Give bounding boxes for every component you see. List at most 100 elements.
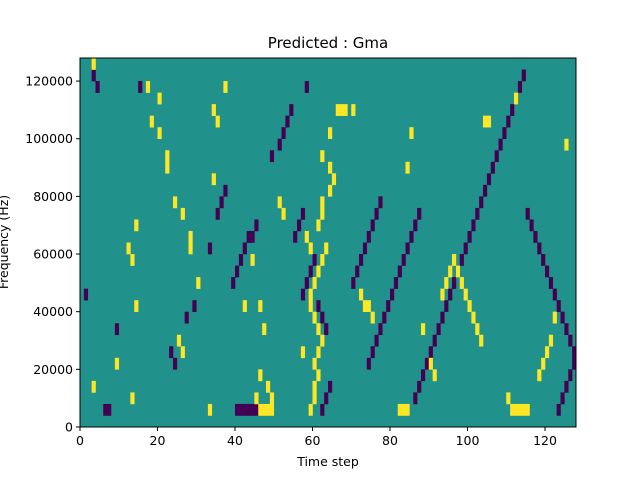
heatmap-cell-low [436,323,441,336]
x-tick-label: 0 [76,433,84,448]
heatmap-cell-low [83,288,89,301]
heatmap-cell-high [320,150,325,163]
heatmap-cell-high [258,300,263,312]
heatmap-cell-low [304,81,309,93]
heatmap-cell-high [320,196,325,209]
heatmap-cell-low [328,380,333,393]
heatmap-cell-low [285,115,290,128]
y-tick-label: 0 [65,420,73,435]
heatmap-cell-high [514,403,519,416]
heatmap-cell-high [517,403,523,416]
heatmap-cell-high [552,311,557,324]
heatmap-cell-low [207,242,213,255]
heatmap-cell-low [463,242,468,255]
heatmap-cell-high [483,115,488,128]
heatmap-cell-high [320,207,325,220]
heatmap-cell-low [235,403,240,416]
heatmap-cell-low [138,81,143,93]
heatmap-cell-low [114,323,120,336]
heatmap-cell-high [242,300,247,312]
plot-frame [79,57,577,428]
heatmap-cell-high [277,196,282,209]
heatmap-cell-high [514,92,519,105]
y-tick-label: 20000 [33,362,73,377]
heatmap-cell-low [572,346,577,359]
heatmap-cell-high [339,104,344,116]
heatmap-cell-high [343,104,348,116]
heatmap-cell-low [525,207,530,220]
y-tick-label: 100000 [25,131,73,146]
heatmap-cell-low [238,254,244,266]
heatmap-cell-low [215,207,220,220]
heatmap-cell-low [405,242,410,255]
heatmap-cell-high [316,219,321,232]
heatmap-cell-high [180,207,185,220]
heatmap-cell-high [455,265,461,278]
heatmap-cell-high [134,219,139,232]
heatmap-cell-low [250,230,255,243]
heatmap-cell-high [312,392,317,405]
heatmap-cell-high [269,403,275,416]
heatmap-cell-high [440,288,445,301]
heatmap-cell-high [510,403,515,416]
heatmap-cell-high [258,369,263,382]
heatmap-cell-low [467,230,472,243]
heatmap-cell-high [351,104,356,116]
heatmap-cell-low [533,230,538,243]
heatmap-cell-high [157,92,162,105]
heatmap-cell-low [421,369,426,382]
heatmap-cell-low [390,288,395,301]
heatmap-plot-area [79,57,577,428]
heatmap-cell-high [312,311,317,324]
heatmap-cell-high [548,334,554,347]
heatmap-cell-high [114,357,120,370]
heatmap-cell-high [165,150,170,163]
heatmap-cell-low [409,230,414,243]
heatmap-cell-high [324,242,329,255]
heatmap-cell-high [421,323,426,336]
heatmap-cell-high [335,104,340,116]
heatmap-cell-high [250,254,255,266]
heatmap-cell-low [289,104,294,116]
heatmap-cell-low [366,230,371,243]
heatmap-cell-low [308,265,313,278]
heatmap-cell-high [145,81,151,93]
heatmap-cell-low [374,207,379,220]
heatmap-cell-low [448,288,453,301]
heatmap-cell-low [560,392,565,405]
heatmap-cell-high [409,127,414,140]
heatmap-cell-high [126,242,131,255]
heatmap-cell-low [510,104,515,116]
heatmap-cell-high [463,288,468,301]
heatmap-cell-low [250,403,255,416]
heatmap-cell-low [413,392,418,405]
heatmap-cell-high [211,173,216,186]
x-axis-ticks: 0 20 40 60 80 100 120 [76,427,557,448]
heatmap-cell-low [382,311,387,324]
heatmap-cell-low [103,403,108,416]
chart-title: Predicted : Gma [268,34,388,52]
heatmap-cell-low [235,265,240,278]
heatmap-cell-high [331,173,337,186]
x-tick-label: 40 [227,433,243,448]
heatmap-cell-high [223,81,228,93]
heatmap-cell-high [537,369,542,382]
heatmap-cell-high [312,380,317,393]
heatmap-cell-low [475,207,480,220]
heatmap-cell-high [452,254,457,266]
heatmap-cell-low [169,346,174,359]
y-tick-label: 120000 [25,74,73,89]
heatmap-cell-high [176,334,182,347]
heatmap-cell-low [192,300,197,312]
heatmap-cell-low [556,403,561,416]
heatmap-cell-high [188,242,193,255]
heatmap-cells [83,58,577,416]
heatmap-cell-high [328,127,333,140]
heatmap-cell-low [521,69,526,82]
heatmap-cell-low [440,311,445,324]
heatmap-cell-high [300,346,306,359]
heatmap-cell-low [417,207,422,220]
heatmap-cell-low [370,346,375,359]
heatmap-cell-high [316,323,321,336]
heatmap-cell-high [479,334,484,347]
